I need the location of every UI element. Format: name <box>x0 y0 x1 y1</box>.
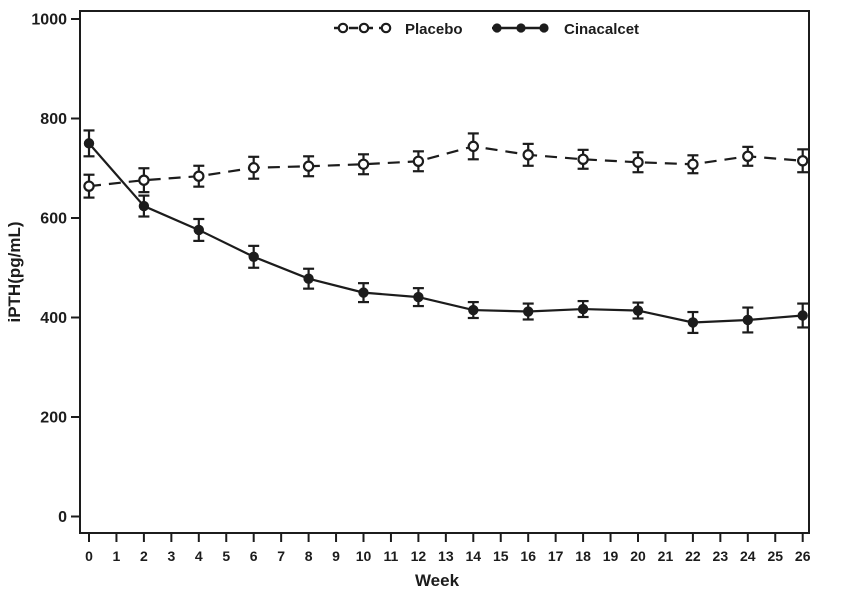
cinacalcet-legend-marker-icon <box>539 23 549 33</box>
cinacalcet-point-w20 <box>632 305 644 316</box>
cinacalcet-point-w10 <box>358 287 369 298</box>
cinacalcet-point-w6 <box>248 251 259 263</box>
data-series <box>83 129 809 335</box>
legend: Placebo Cinacalcet <box>334 21 639 38</box>
x-tick-label-2: 2 <box>140 548 148 564</box>
placebo-point-w26 <box>797 155 809 167</box>
cinacalcet-point-w22 <box>687 317 699 328</box>
x-tick-label-15: 15 <box>493 548 509 564</box>
legend-item-placebo: Placebo <box>334 21 463 38</box>
cinacalcet-legend-label: Cinacalcet <box>564 21 639 38</box>
cinacalcet-point-w2 <box>138 200 150 212</box>
placebo-point-w4 <box>193 170 205 182</box>
cinacalcet-point-w12 <box>413 291 424 303</box>
placebo-point-w6 <box>247 162 260 174</box>
placebo-point-w24 <box>742 150 754 163</box>
cinacalcet-point-w0 <box>83 138 95 149</box>
y-tick-label-400: 400 <box>40 310 67 327</box>
x-tick-label-14: 14 <box>466 548 482 564</box>
placebo-point-w22 <box>687 158 699 170</box>
plot-frame <box>79 10 810 534</box>
cinacalcet-line <box>88 142 803 324</box>
x-axis-ticks: 0 1 2 3 4 5 6 7 8 9 10 11 12 13 14 15 16 17 18 19 20 21 22 23 24… <box>85 534 811 564</box>
legend-item-cinacalcet: Cinacalcet <box>492 21 639 38</box>
y-tick-label-600: 600 <box>40 211 67 228</box>
placebo-point-w14 <box>467 140 479 153</box>
placebo-point-w0 <box>83 180 95 192</box>
cinacalcet-point-w8 <box>303 273 314 284</box>
cinacalcet-point-w26 <box>797 310 808 321</box>
placebo-legend-marker-icon <box>358 22 370 34</box>
cinacalcet-legend-marker-icon <box>516 23 526 33</box>
y-axis-title: iPTH(pg/mL) <box>5 221 24 322</box>
x-tick-label-18: 18 <box>575 548 591 564</box>
x-tick-label-3: 3 <box>167 548 175 564</box>
x-tick-label-17: 17 <box>548 548 564 564</box>
x-tick-label-9: 9 <box>332 548 340 564</box>
placebo-point-w16 <box>522 149 534 161</box>
y-tick-label-1000: 1000 <box>31 12 67 29</box>
cinacalcet-point-w18 <box>577 303 589 315</box>
placebo-series <box>83 132 809 199</box>
x-axis-title: Week <box>415 571 460 590</box>
cinacalcet-point-w4 <box>193 224 204 236</box>
x-tick-label-13: 13 <box>438 548 454 564</box>
placebo-point-w8 <box>302 160 315 172</box>
placebo-point-w18 <box>577 153 589 165</box>
x-tick-label-6: 6 <box>250 548 258 564</box>
cinacalcet-point-w24 <box>742 314 753 326</box>
placebo-point-w2 <box>138 174 150 186</box>
x-tick-label-23: 23 <box>713 548 729 564</box>
x-tick-label-21: 21 <box>658 548 674 564</box>
cinacalcet-point-w14 <box>468 304 479 316</box>
x-tick-label-19: 19 <box>603 548 619 564</box>
x-tick-label-25: 25 <box>767 548 783 564</box>
placebo-point-w10 <box>357 158 370 170</box>
cinacalcet-point-w16 <box>523 306 534 317</box>
y-axis-ticks: 0 200 400 600 800 1000 <box>31 12 80 526</box>
x-tick-label-22: 22 <box>685 548 701 564</box>
cinacalcet-legend-marker-icon <box>492 23 502 33</box>
x-tick-label-16: 16 <box>520 548 536 564</box>
x-tick-label-7: 7 <box>277 548 285 564</box>
x-tick-label-12: 12 <box>411 548 427 564</box>
y-tick-label-0: 0 <box>58 509 67 526</box>
x-tick-label-26: 26 <box>795 548 811 564</box>
x-tick-label-24: 24 <box>740 548 756 564</box>
x-tick-label-4: 4 <box>195 548 203 564</box>
placebo-point-w12 <box>412 155 425 167</box>
placebo-point-w20 <box>632 156 644 168</box>
placebo-legend-label: Placebo <box>405 21 463 38</box>
x-tick-label-20: 20 <box>630 548 646 564</box>
x-tick-label-10: 10 <box>356 548 372 564</box>
y-tick-label-800: 800 <box>40 111 67 128</box>
x-tick-label-1: 1 <box>113 548 121 564</box>
cinacalcet-series <box>83 129 809 335</box>
x-tick-label-8: 8 <box>305 548 313 564</box>
placebo-legend-marker-icon <box>337 22 349 34</box>
placebo-legend-marker-icon <box>380 22 392 34</box>
y-tick-label-200: 200 <box>40 410 67 427</box>
x-tick-label-5: 5 <box>222 548 230 564</box>
x-tick-label-11: 11 <box>384 548 399 564</box>
x-tick-label-0: 0 <box>85 548 93 564</box>
